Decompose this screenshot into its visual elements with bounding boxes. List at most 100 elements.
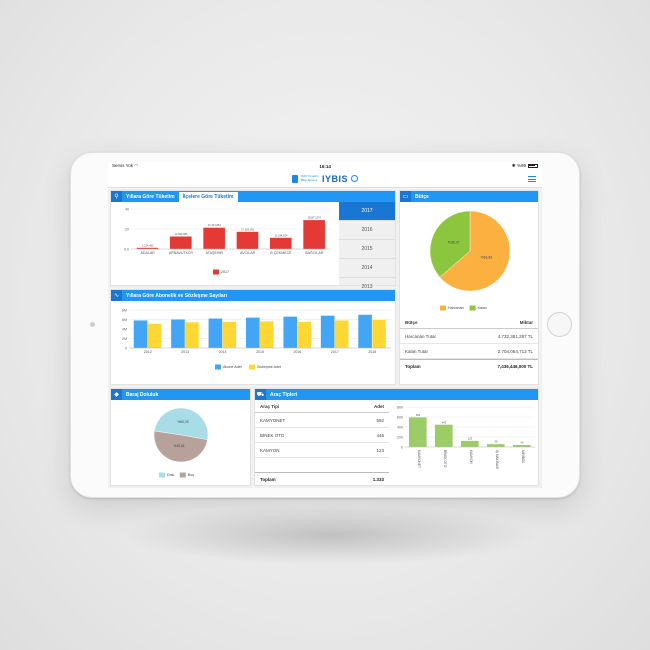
bar	[409, 417, 427, 447]
year-option[interactable]: 2015	[339, 240, 395, 259]
tab-yearly-consumption[interactable]: Yıllara Göre Tüketim	[126, 193, 175, 200]
row-label: Harcanan Tutar	[405, 333, 437, 339]
bar	[334, 320, 349, 348]
y-tick-label: 0,0	[124, 247, 129, 251]
legend-label: Boş	[188, 473, 194, 477]
row-label: KAMYON	[260, 447, 280, 453]
data-label: 56	[495, 440, 498, 444]
dam-pie-chart: %50,39 %49,61 Dolu Boş	[153, 407, 209, 478]
status-bar: Servis Yok ◠ 16:14 ✱ %99	[108, 162, 542, 170]
row-value: 445	[376, 432, 384, 438]
bar	[246, 317, 260, 348]
app-logo: İSKİ Yönetim Bilgi Sistemi IYBIS	[291, 174, 358, 184]
bar	[283, 316, 298, 348]
x-tick-label: KAMYON	[469, 450, 473, 465]
x-tick-label: ARNAVUTKÖY	[169, 251, 194, 255]
data-label: 592	[416, 413, 421, 417]
bar	[303, 220, 325, 249]
home-button[interactable]	[547, 312, 572, 337]
bluetooth-icon: ✱	[511, 163, 516, 168]
bar	[513, 445, 531, 447]
vehicles-title: Araç Tipleri	[270, 391, 298, 398]
legend-label: Abone Adet	[223, 365, 242, 369]
device-shadow	[120, 505, 540, 565]
budget-pie-chart: %63,63 %36,37 Harcanan Kalan	[429, 210, 511, 311]
budget-panel-header: ▭ Bütçe	[400, 191, 538, 202]
data-label: 40	[521, 441, 524, 445]
year-option[interactable]: 2017	[339, 202, 395, 221]
legend-swatch	[179, 472, 186, 478]
slice-label: %50,39	[177, 420, 189, 424]
slice-label: %63,63	[481, 255, 493, 259]
year-option[interactable]: 2016	[339, 221, 395, 240]
legend-label: Sözleşme Adet	[257, 365, 281, 369]
water-drop-icon: ◆	[111, 389, 122, 400]
bar	[487, 444, 505, 447]
x-tick-label: İŞ MAKİNASI	[495, 450, 500, 469]
app-header: İSKİ Yönetim Bilgi Sistemi IYBIS	[108, 170, 542, 188]
row-value: 4.732,381,287 TL	[497, 333, 533, 339]
y-tick-label: 0	[401, 445, 403, 449]
slice-label: %36,37	[448, 241, 460, 245]
subscriptions-chart: 0 2M 4M 6M 8M 2012 2013 2014 2015 2016 2017 2018 Abo…	[122, 308, 391, 370]
tablet-screen: Servis Yok ◠ 16:14 ✱ %99 İSKİ Yönetim Bi…	[108, 162, 542, 488]
tab-district-consumption[interactable]: İlçelere Göre Tüketim	[178, 191, 238, 202]
x-tick-label: 2013	[181, 350, 189, 354]
y-tick-label: 20	[125, 227, 129, 231]
y-tick-label: 600	[397, 415, 403, 419]
y-tick-label: 2M	[122, 337, 127, 341]
table-total-row: Toplam 7,436,446,000 TL	[400, 359, 538, 373]
x-tick-label: MİNİBÜS	[521, 450, 526, 463]
total-value: 7,436,446,000 TL	[497, 364, 533, 369]
pie-slice	[439, 210, 511, 292]
carrier-label: Servis Yok	[112, 163, 134, 168]
chart-icon: ⚲	[111, 191, 122, 202]
legend-swatch	[215, 364, 221, 370]
bar	[208, 318, 223, 348]
menu-icon[interactable]	[528, 176, 536, 182]
x-tick-label: 2016	[293, 350, 301, 354]
x-tick-label: 2012	[144, 350, 152, 354]
slice-label: %49,61	[173, 444, 185, 448]
iski-logo-icon	[291, 174, 298, 183]
bar	[358, 314, 372, 348]
bar	[136, 247, 159, 249]
battery-icon	[527, 163, 538, 168]
bar	[171, 319, 185, 348]
wallet-icon: ▭	[400, 191, 411, 202]
vehicles-panel-header: ⛟ Araç Tipleri	[255, 389, 538, 400]
x-tick-label: 2018	[368, 350, 376, 354]
line-chart-icon: ∿	[111, 290, 122, 301]
bar	[203, 227, 225, 249]
x-tick-label: AVCILAR	[240, 251, 256, 255]
year-option[interactable]: 2014	[339, 259, 395, 278]
table-row: KAMYON 123	[255, 443, 389, 458]
bar	[270, 237, 292, 249]
legend-label: Harcanan	[448, 306, 464, 310]
table-row: KAMYONET 592	[255, 413, 389, 428]
data-label: 1,224,452	[142, 243, 154, 247]
x-tick-label: 2015	[256, 350, 264, 354]
pie-slice	[429, 210, 471, 278]
budget-title: Bütçe	[415, 193, 429, 200]
legend-label: Dolu	[167, 473, 174, 477]
pie-slice	[153, 430, 208, 463]
x-tick-label: ADALAR	[140, 251, 155, 255]
y-tick-label: 800	[397, 405, 403, 409]
data-label: 445	[442, 420, 447, 424]
y-tick-label: 8M	[122, 308, 127, 312]
pie-slice	[154, 407, 209, 440]
consumption-panel: ⚲ Yıllara Göre Tüketim İlçelere Göre Tük…	[110, 190, 396, 297]
legend-label: 2017	[221, 270, 229, 274]
budget-panel: ▭ Bütçe %63,63 %36,37 Harcanan Kalan Bütçe …	[399, 190, 539, 385]
app-subtitle: İSKİ Yönetim Bilgi Sistemi	[300, 174, 319, 182]
camera	[90, 322, 95, 327]
subscriptions-title: Yıllara Göre Abonelik ve Sözleşme Sayıla…	[126, 292, 227, 299]
col-count: Adet	[374, 404, 384, 409]
row-label: KAMYONET	[260, 417, 286, 423]
dam-panel-header: ◆ Baraj Doluluk	[111, 389, 250, 400]
x-tick-label: 2017	[331, 350, 339, 354]
row-value: 123	[376, 447, 384, 453]
clock: 16:14	[319, 163, 331, 169]
x-tick-label: BAĞCILAR	[305, 250, 324, 255]
